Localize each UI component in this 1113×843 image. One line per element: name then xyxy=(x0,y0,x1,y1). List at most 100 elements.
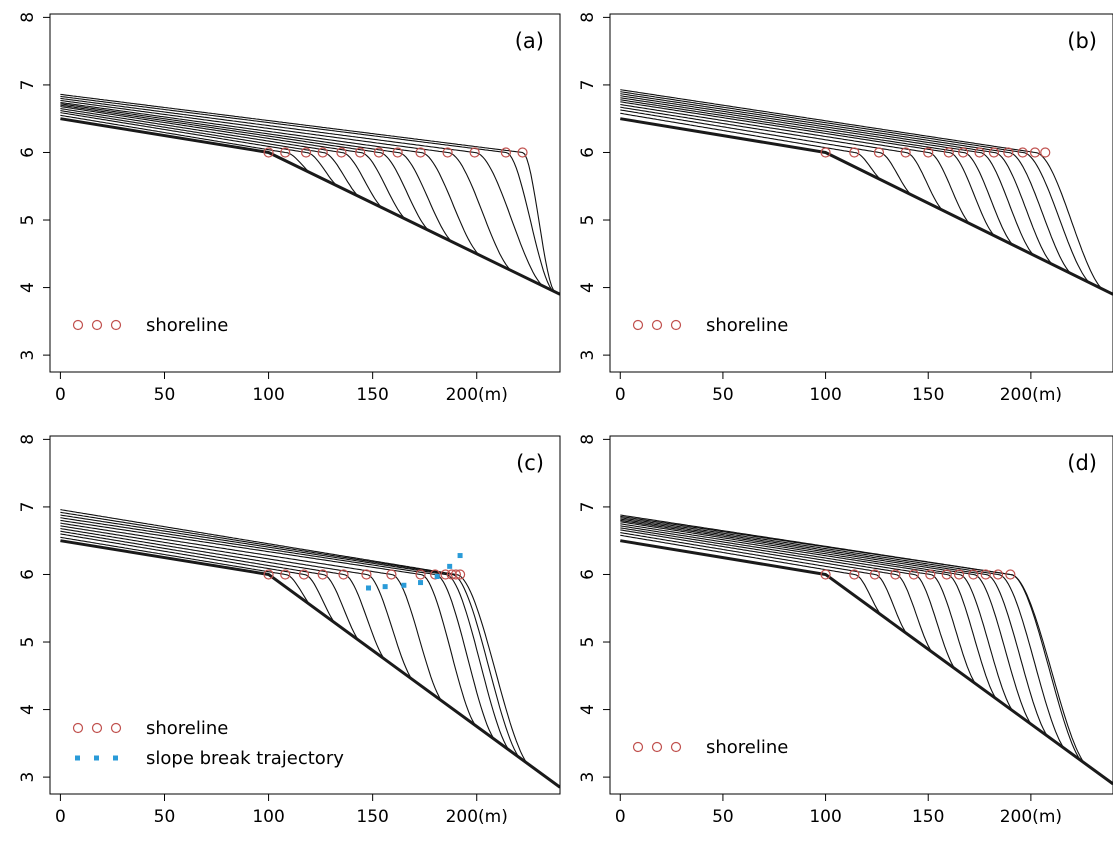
x-tick-label: 0 xyxy=(55,385,66,405)
y-tick-label: 4 xyxy=(18,282,38,293)
y-tick-label: 3 xyxy=(578,350,598,361)
clinoform-profile xyxy=(620,523,1113,785)
shoreline-marker xyxy=(469,147,480,158)
basement-line xyxy=(620,539,1113,786)
y-tick-label: 6 xyxy=(18,569,38,580)
legend-slope-break-symbol xyxy=(113,755,118,761)
shoreline-marker xyxy=(873,147,885,158)
shoreline-marker xyxy=(980,569,991,580)
slope-break-marker xyxy=(401,582,407,588)
shoreline-marker xyxy=(415,147,426,158)
legend-entry: shoreline xyxy=(72,718,228,739)
shoreline-marker xyxy=(988,147,1000,158)
clinoform-profile xyxy=(620,525,1113,785)
clinoform-profile xyxy=(620,97,1113,295)
shoreline-marker xyxy=(953,569,965,580)
shoreline-marker xyxy=(820,147,831,158)
plot-area xyxy=(60,509,560,789)
x-tick-label: 200(m) xyxy=(1000,807,1062,827)
legend-slope-break-symbol xyxy=(94,755,99,761)
legend-slope-break-symbol xyxy=(75,755,80,761)
legend-shoreline-symbol xyxy=(632,741,644,753)
shoreline-marker xyxy=(869,569,880,580)
legend-shoreline-symbol xyxy=(670,319,682,331)
shoreline-marker xyxy=(500,147,511,158)
x-tick-label: 150 xyxy=(356,807,388,827)
shoreline-marker xyxy=(280,569,291,580)
clinoform-profile xyxy=(620,91,1113,295)
x-tick-label: 200(m) xyxy=(446,807,508,827)
plot-frame xyxy=(49,435,561,795)
clinoform-profile xyxy=(60,509,560,788)
shoreline-marker xyxy=(820,569,831,580)
shoreline-marker xyxy=(1017,147,1028,158)
basement-line xyxy=(60,539,560,789)
clinoform-profile xyxy=(60,93,560,295)
shoreline-marker xyxy=(446,569,457,580)
shoreline-marker xyxy=(849,147,860,158)
shoreline-marker xyxy=(440,569,451,580)
x-tick-label: 150 xyxy=(356,385,388,405)
y-tick-label: 7 xyxy=(578,502,598,513)
y-tick-label: 3 xyxy=(578,772,598,783)
slope-break-marker xyxy=(365,585,371,591)
shoreline-marker xyxy=(263,147,274,158)
legend-shoreline-symbol xyxy=(670,741,682,753)
shoreline-marker xyxy=(454,569,466,580)
clinoform-profile xyxy=(620,518,1113,785)
y-tick-label: 3 xyxy=(18,350,38,361)
panel-label: (d) xyxy=(1067,451,1097,475)
shoreline-marker xyxy=(890,569,901,580)
legend-label: shoreline xyxy=(706,315,788,336)
x-tick-label: 0 xyxy=(615,807,626,827)
shoreline-marker xyxy=(263,569,274,580)
shoreline-marker xyxy=(943,147,954,158)
x-tick-label: 100 xyxy=(809,385,841,405)
slope-break-marker xyxy=(418,580,424,586)
shoreline-marker xyxy=(517,147,528,158)
shoreline-marker xyxy=(1003,147,1014,158)
clinoform-profile xyxy=(60,108,560,295)
x-tick-label: 50 xyxy=(712,807,734,827)
y-tick-label: 5 xyxy=(578,215,598,226)
x-tick-label: 100 xyxy=(252,385,284,405)
panel-label: (c) xyxy=(516,451,544,475)
x-tick-label: 100 xyxy=(809,807,841,827)
legend-shoreline-symbol xyxy=(91,722,103,734)
shoreline-marker xyxy=(1005,569,1016,580)
y-tick-label: 6 xyxy=(18,147,38,158)
shoreline-marker xyxy=(968,569,979,580)
plot-frame xyxy=(609,13,1113,373)
shoreline-marker xyxy=(361,569,372,580)
y-tick-label: 5 xyxy=(18,637,38,648)
y-tick-label: 5 xyxy=(18,215,38,226)
y-tick-label: 5 xyxy=(578,637,598,648)
clinoform-profile xyxy=(60,517,560,788)
shoreline-marker xyxy=(900,147,911,158)
plot-area xyxy=(60,93,560,296)
plot-area xyxy=(620,89,1113,296)
y-tick-label: 6 xyxy=(578,569,598,580)
clinoform-profile xyxy=(620,95,1113,295)
shoreline-marker xyxy=(958,147,969,158)
shoreline-marker xyxy=(1040,147,1051,158)
legend-shoreline-symbol xyxy=(651,741,663,753)
y-tick-label: 8 xyxy=(578,12,598,23)
shoreline-marker xyxy=(908,569,919,580)
clinoform-profile xyxy=(620,93,1113,295)
x-tick-label: 50 xyxy=(712,385,734,405)
legend-entry: shoreline xyxy=(632,315,788,336)
x-tick-label: 100 xyxy=(252,807,284,827)
slope-break-marker xyxy=(434,573,440,579)
shoreline-marker xyxy=(338,569,349,580)
shoreline-marker xyxy=(317,147,328,158)
legend-shoreline-symbol xyxy=(72,319,84,331)
clinoform-profile xyxy=(60,110,560,295)
shoreline-marker xyxy=(849,569,860,580)
legend-label: shoreline xyxy=(146,315,228,336)
shoreline-marker xyxy=(373,147,384,158)
shoreline-marker xyxy=(974,147,985,158)
x-tick-label: 0 xyxy=(55,807,66,827)
panel-label: (b) xyxy=(1067,29,1097,53)
x-tick-label: 200(m) xyxy=(1000,385,1062,405)
